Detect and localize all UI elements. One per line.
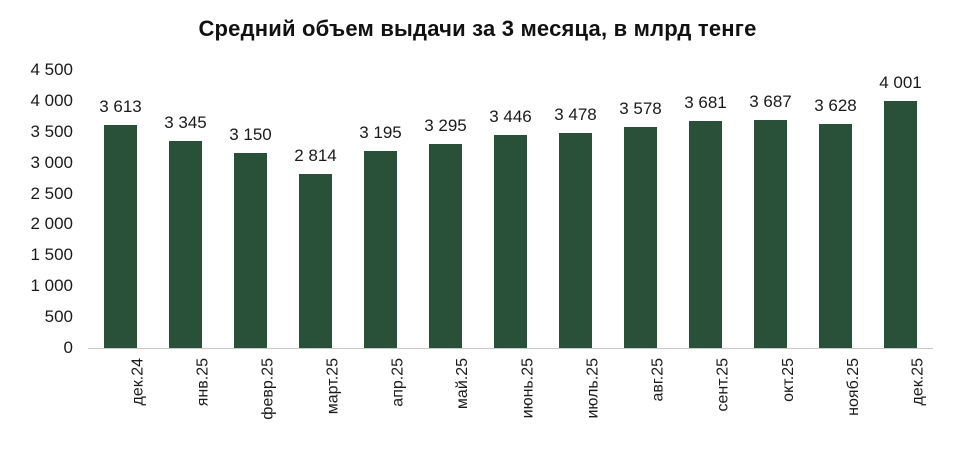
data-label: 3 478	[554, 105, 597, 125]
data-label: 3 295	[424, 116, 467, 136]
x-tick-label: июнь.25	[519, 358, 537, 419]
x-tick-label: февр.25	[259, 358, 277, 420]
bar	[559, 133, 592, 348]
y-tick-label: 4 000	[30, 90, 73, 110]
data-label: 3 345	[164, 113, 207, 133]
x-tick-label: июль.25	[584, 358, 602, 419]
data-label: 3 613	[99, 96, 142, 116]
x-tick-label: дек.25	[909, 358, 927, 406]
bar	[689, 120, 722, 348]
x-tick-label: дек.24	[129, 358, 147, 406]
y-tick-label: 1 000	[30, 276, 73, 296]
x-tick-label: сент.25	[714, 358, 732, 412]
plot-area: 3 613 3 345 3 150 2 814 3 195 3 295 3 446 3 478…	[88, 70, 933, 348]
data-label: 3 578	[619, 98, 662, 118]
bar	[234, 153, 267, 348]
chart-title: Средний объем выдачи за 3 месяца, в млрд…	[198, 16, 757, 41]
y-tick-label: 2 500	[30, 183, 73, 203]
data-label: 3 150	[229, 125, 272, 145]
bar	[494, 135, 527, 348]
data-label: 3 681	[684, 92, 727, 112]
x-tick-label: окт.25	[779, 358, 797, 402]
y-tick-label: 1 500	[30, 245, 73, 265]
data-label: 3 628	[814, 95, 857, 115]
x-tick-label: март.25	[324, 358, 342, 415]
bar	[364, 150, 397, 348]
y-tick-label: 2 000	[30, 214, 73, 234]
data-label: 4 001	[879, 72, 922, 92]
y-tick-label: 500	[44, 307, 73, 327]
bar	[624, 126, 657, 348]
bar	[299, 174, 332, 348]
bar	[819, 123, 852, 348]
bar	[884, 100, 917, 348]
bar	[429, 144, 462, 348]
bar	[104, 124, 137, 348]
y-tick-label: 0	[63, 338, 73, 357]
data-label: 2 814	[294, 146, 337, 166]
bar	[754, 120, 787, 348]
x-axis-line	[88, 348, 933, 349]
y-tick-label: 4 500	[30, 60, 73, 79]
bar	[169, 141, 202, 348]
x-tick-label: янв.25	[194, 358, 212, 407]
x-tick-label: апр.25	[389, 358, 407, 407]
x-tick-label: нояб.25	[844, 358, 862, 416]
x-tick-label: авг.25	[649, 358, 667, 402]
y-tick-label: 3 500	[30, 121, 73, 141]
x-tick-label: май.25	[454, 358, 472, 410]
data-label: 3 195	[359, 122, 402, 142]
y-tick-label: 3 000	[30, 152, 73, 172]
data-label: 3 446	[489, 107, 532, 127]
data-label: 3 687	[749, 92, 792, 112]
